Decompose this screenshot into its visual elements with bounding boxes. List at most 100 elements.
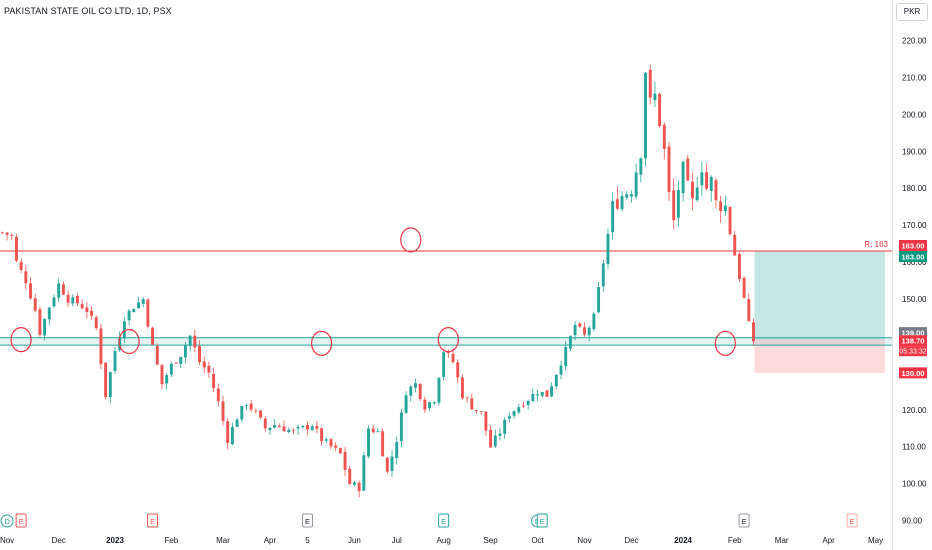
candle-body xyxy=(5,232,9,235)
candle-body xyxy=(601,263,605,287)
candle-body xyxy=(376,431,380,433)
earnings-icon xyxy=(302,513,314,528)
time-tick-label: Jul xyxy=(392,536,402,545)
candle-body xyxy=(221,401,225,421)
circle-highlight xyxy=(118,328,140,355)
candle-body xyxy=(52,297,56,307)
candle-body xyxy=(460,377,464,399)
candle-body xyxy=(33,298,37,311)
candle-body xyxy=(202,361,206,368)
support-band xyxy=(0,337,892,346)
candle-body xyxy=(752,322,755,342)
candle-body xyxy=(498,433,502,436)
candle-body xyxy=(38,309,42,335)
candle-body xyxy=(503,419,507,434)
candle-body xyxy=(385,457,389,472)
event-letter: E xyxy=(150,517,155,526)
earnings-icon xyxy=(438,513,450,528)
price-tick-label: 120.00 xyxy=(902,406,927,415)
candle-body xyxy=(667,146,671,193)
price-tick-label: 200.00 xyxy=(902,110,927,119)
candle-body xyxy=(207,365,211,373)
candle-body xyxy=(362,455,366,491)
candle-body xyxy=(484,411,488,431)
candle-body xyxy=(216,388,220,402)
price-label-bg xyxy=(899,367,927,379)
candle-body xyxy=(10,235,14,236)
price-label-bg xyxy=(899,250,927,262)
time-tick-label: Aug xyxy=(437,536,451,545)
event-markers: DEEEEDEEE xyxy=(0,513,858,528)
price-tick-label: 220.00 xyxy=(902,36,927,45)
candle-body xyxy=(493,435,497,447)
circle-highlight xyxy=(714,330,736,356)
candle-body xyxy=(695,187,699,201)
event-letter: E xyxy=(850,517,855,526)
candle-body xyxy=(108,372,112,398)
dividend-icon xyxy=(0,514,14,528)
candle-body xyxy=(85,307,89,312)
level-lines: R: 163 xyxy=(0,240,892,346)
candle-body xyxy=(747,299,751,322)
candle-body xyxy=(329,439,333,447)
time-tick-label: Mar xyxy=(216,536,230,545)
event-letter: E xyxy=(305,517,310,526)
circled-points xyxy=(10,227,736,356)
event-letter: E xyxy=(742,517,747,526)
candle-body xyxy=(306,425,309,430)
candle-body xyxy=(564,347,568,367)
currency-button[interactable]: PKR xyxy=(896,3,928,21)
candle-body xyxy=(456,362,460,378)
candle-body xyxy=(310,426,314,430)
candle-body xyxy=(137,302,140,309)
candle-body xyxy=(559,365,563,375)
price-tick-label: 180.00 xyxy=(902,184,927,193)
event-letter: E xyxy=(540,517,545,526)
candle-body xyxy=(700,172,704,186)
candle-body xyxy=(324,439,328,441)
price-label-resistance: 163.00 xyxy=(902,241,925,250)
price-tick-label: 160.00 xyxy=(902,258,927,267)
resistance-label: R: 163 xyxy=(864,240,888,249)
candle-body xyxy=(550,386,554,397)
candle-body xyxy=(29,283,32,299)
price-label-target: 163.00 xyxy=(902,252,925,261)
price-axis[interactable]: 90.00100.00110.00120.00130.00140.00150.0… xyxy=(902,36,927,525)
candle-body xyxy=(634,172,638,197)
candle-body xyxy=(428,402,432,409)
candle-body xyxy=(61,284,65,295)
time-tick-label: Apr xyxy=(822,536,835,545)
time-tick-label: 2023 xyxy=(106,536,124,545)
candle-body xyxy=(90,310,94,316)
candle-body xyxy=(390,456,394,472)
candle-body xyxy=(226,421,230,444)
candle-body xyxy=(404,395,408,414)
price-tick-label: 90.00 xyxy=(902,517,923,526)
candle-body xyxy=(277,425,281,428)
candle-body xyxy=(418,384,422,399)
time-axis[interactable]: Nov Dec 2023 Feb Mar Apr 5 Jun Jul Aug Sep Oct Nov De… xyxy=(0,536,883,545)
candle-body xyxy=(0,232,4,234)
candle-body xyxy=(367,428,370,457)
candle-body xyxy=(263,418,267,429)
price-label-bg xyxy=(899,327,927,339)
time-tick-label: Feb xyxy=(728,536,742,545)
circle-highlight xyxy=(400,227,422,253)
candle-body xyxy=(188,335,192,346)
candle-body xyxy=(273,424,277,428)
earnings-icon xyxy=(738,513,750,528)
candle-body xyxy=(113,351,117,371)
candle-body xyxy=(423,399,427,410)
candle-body xyxy=(193,335,197,348)
candle-body xyxy=(639,158,643,175)
candle-body xyxy=(709,176,713,191)
time-tick-label: Sep xyxy=(483,536,498,545)
candle-body xyxy=(230,426,234,445)
candle-body xyxy=(245,404,248,406)
candle-body xyxy=(615,199,619,209)
candle-body xyxy=(291,429,295,431)
candle-body xyxy=(155,346,159,365)
candle-body xyxy=(681,161,685,194)
